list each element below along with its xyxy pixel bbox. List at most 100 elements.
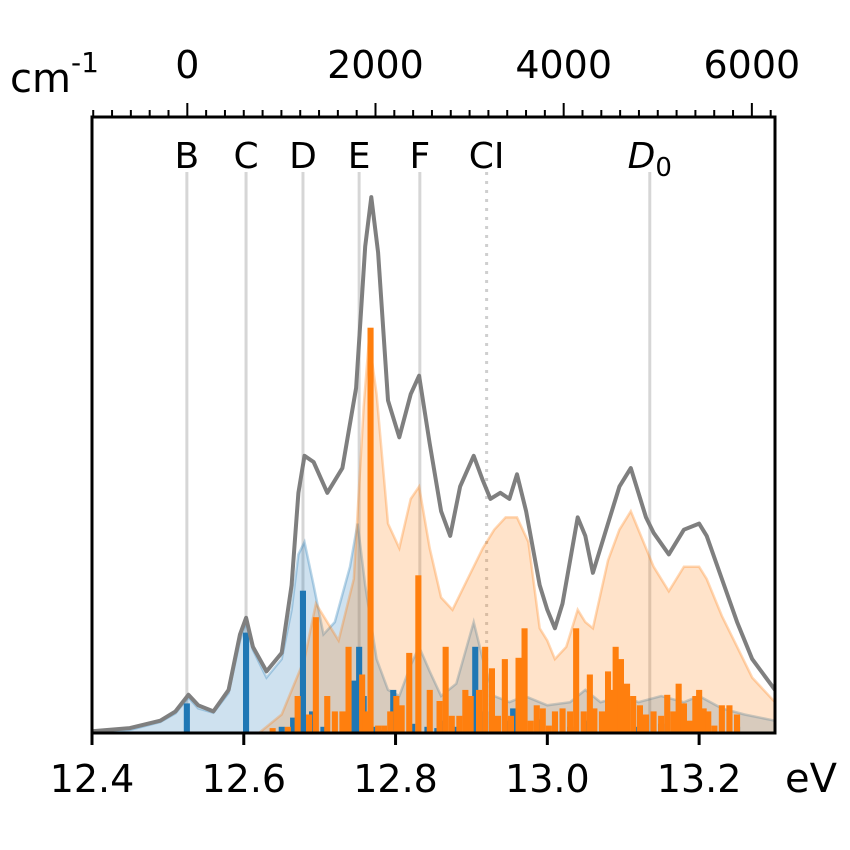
stick-4-18: [415, 575, 422, 733]
stick-4-49: [617, 659, 624, 733]
area-series-1: [92, 523, 775, 733]
stick-4-57: [670, 711, 677, 733]
stick-3-0: [183, 703, 190, 733]
stick-4-28: [488, 668, 495, 733]
peak-label-sub-7: 0: [655, 153, 672, 183]
bottom-tick-label-4: 13.2: [657, 757, 742, 801]
peak-label-6: CI: [469, 136, 505, 177]
stick-4-59: [680, 703, 687, 733]
top-axis-unit-base: cm: [10, 56, 71, 102]
stick-4-68: [734, 714, 741, 733]
area-series-2: [92, 338, 775, 733]
stick-4-56: [664, 694, 671, 733]
stick-4-7: [339, 711, 346, 733]
stick-4-2: [294, 696, 301, 733]
stick-4-46: [605, 671, 612, 733]
stick-4-60: [687, 720, 694, 733]
top-tick-label-0: 0: [175, 43, 199, 87]
stick-4-31: [507, 715, 514, 733]
stick-4-11: [367, 327, 374, 733]
top-axis: 0 2000 4000 6000: [92, 43, 800, 117]
stick-4-66: [718, 705, 725, 733]
stick-4-21: [442, 646, 449, 733]
peak-label-text-3: D: [289, 136, 317, 177]
plot-frame: [90, 115, 777, 735]
stick-4-41: [573, 628, 580, 733]
stick-4-15: [393, 696, 400, 733]
peak-marker-lines: [185, 172, 652, 733]
stick-4-22: [448, 715, 455, 733]
stick-4-55: [658, 715, 665, 733]
peak-label-text-2: C: [233, 136, 258, 177]
stick-4-63: [700, 708, 707, 733]
top-tick-label-3: 6000: [703, 43, 800, 87]
stick-4-47: [608, 689, 615, 733]
peak-label-text-1: B: [175, 136, 200, 177]
bottom-axis: 12.4 12.6 12.8 13.0 13.2: [50, 733, 742, 801]
stick-4-61: [692, 696, 699, 733]
stick-4-10: [362, 711, 369, 733]
stick-4-8: [345, 646, 352, 733]
stick-4-44: [591, 708, 598, 733]
stick-4-20: [436, 701, 443, 733]
bottom-tick-label-0: 12.4: [50, 757, 135, 801]
stick-4-34: [527, 720, 534, 733]
stick-4-37: [545, 725, 552, 733]
peak-label-text-4: E: [348, 136, 371, 177]
filled-areas: [91, 338, 776, 735]
peak-label-text-7: D: [628, 136, 656, 177]
stick-4-13: [381, 725, 388, 733]
stick-3-20: [453, 726, 460, 733]
peak-label-4: E: [348, 136, 371, 177]
stick-4-32: [515, 657, 522, 733]
stick-4-51: [630, 696, 637, 733]
stick-4-3: [306, 714, 313, 733]
stick-4-38: [551, 711, 558, 733]
stick-3-6: [320, 726, 327, 733]
stick-4-27: [482, 646, 489, 733]
stick-4-54: [650, 711, 657, 733]
stick-4-65: [711, 725, 718, 733]
stick-4-17: [406, 652, 413, 733]
top-tick-label-1: 2000: [327, 43, 424, 87]
stick-4-23: [456, 715, 463, 733]
stick-4-50: [624, 683, 631, 733]
bottom-tick-label-1: 12.6: [201, 757, 286, 801]
stick-4-26: [476, 689, 483, 733]
stick-4-30: [501, 659, 508, 733]
top-axis-unit-exponent: -1: [71, 46, 99, 79]
stick-4-58: [675, 683, 682, 733]
stick-spectra: [183, 327, 741, 733]
stick-4-42: [580, 711, 587, 733]
bottom-tick-label-3: 13.0: [505, 757, 590, 801]
peak-label-7: D0: [628, 136, 672, 183]
peak-label-text-6: CI: [469, 136, 505, 177]
stick-4-35: [533, 705, 540, 733]
top-axis-unit: cm-1: [10, 46, 99, 102]
stick-4-53: [643, 714, 650, 733]
peak-label-2: C: [233, 136, 258, 177]
stick-3-4: [299, 590, 306, 733]
bottom-axis-unit: eV: [785, 756, 838, 802]
stick-3-3: [290, 717, 297, 733]
peak-label-1: B: [175, 136, 200, 177]
stick-4-36: [539, 708, 546, 733]
stick-4-52: [636, 705, 643, 733]
total-envelope: [91, 195, 777, 734]
stick-4-29: [495, 715, 502, 733]
peak-label-3: D: [289, 136, 317, 177]
stick-4-4: [312, 617, 319, 733]
stick-3-8: [350, 680, 357, 733]
stick-4-39: [559, 708, 566, 733]
stick-4-24: [462, 689, 469, 733]
stick-3-1: [243, 632, 250, 733]
stick-4-43: [586, 674, 593, 733]
stick-4-64: [705, 711, 712, 733]
area-outline-2: [92, 338, 776, 735]
stick-3-22: [472, 646, 479, 733]
peak-label-5: F: [409, 136, 430, 177]
stick-4-9: [359, 674, 366, 733]
stick-4-12: [375, 725, 382, 733]
stick-4-45: [598, 711, 605, 733]
